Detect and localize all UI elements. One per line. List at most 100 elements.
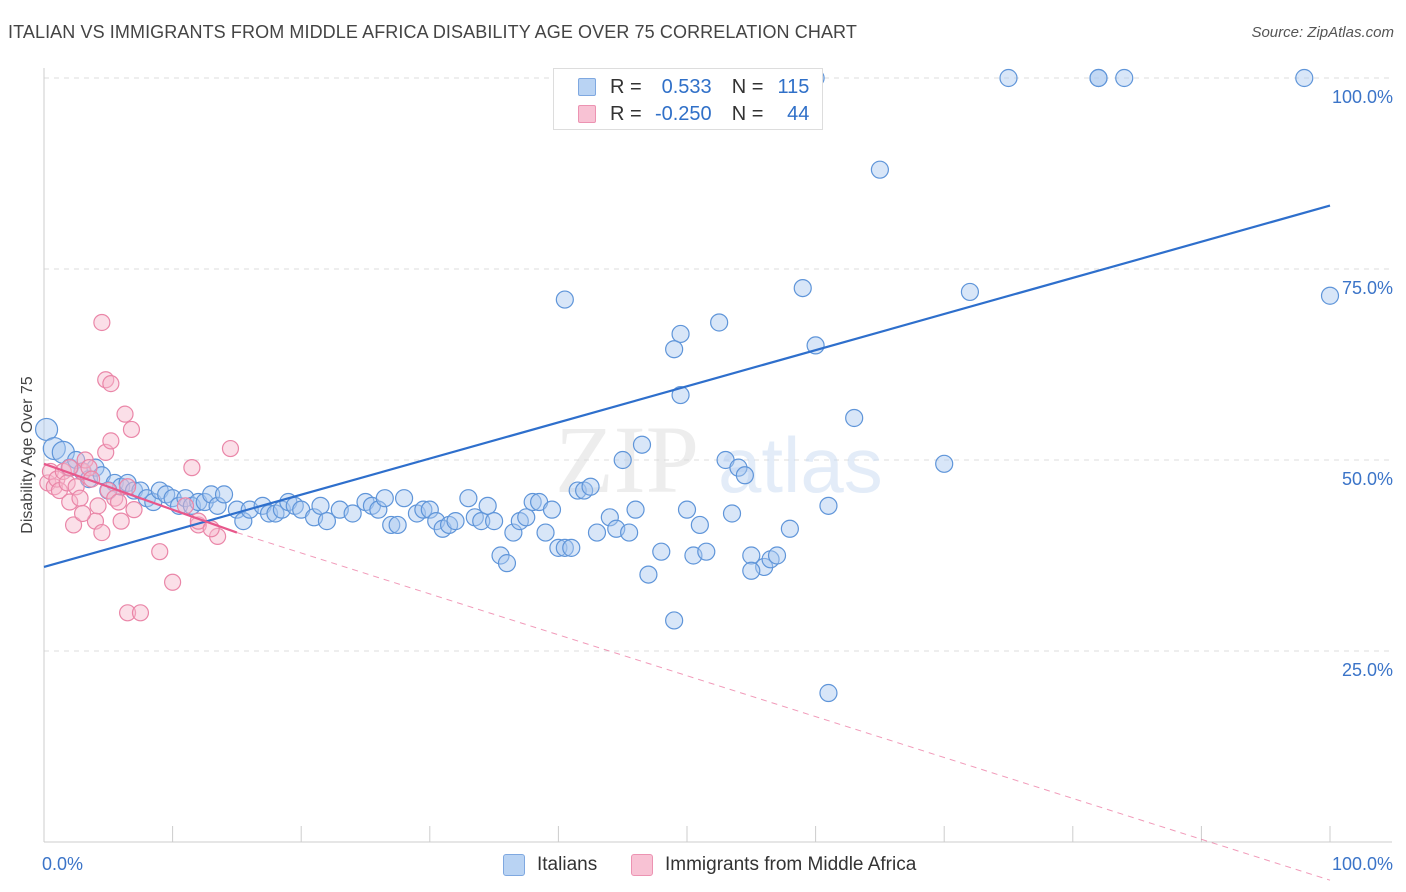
point-italians-109 bbox=[819, 683, 838, 703]
point-italians-91 bbox=[677, 500, 697, 519]
point-immigrants-35 bbox=[183, 459, 201, 477]
point-italians-114 bbox=[999, 68, 1018, 88]
grid-lines bbox=[44, 77, 1392, 652]
point-italians-90 bbox=[671, 385, 690, 405]
point-immigrants-27 bbox=[125, 501, 143, 519]
legend-swatch-italians bbox=[503, 854, 525, 876]
series-immigrants bbox=[39, 313, 240, 622]
point-italians-98 bbox=[729, 458, 748, 477]
point-italians-110 bbox=[845, 408, 864, 428]
point-italians-81 bbox=[620, 523, 639, 542]
legend-swatch-italians bbox=[578, 78, 596, 96]
axes bbox=[43, 68, 1392, 843]
point-italians-94 bbox=[697, 542, 716, 561]
point-italians-42 bbox=[343, 504, 362, 523]
watermark-zip: ZIP bbox=[555, 406, 699, 513]
watermark-atlas: atlas bbox=[718, 421, 883, 509]
legend-swatch-immigrants bbox=[631, 854, 653, 876]
stats-legend: R = 0.533 N = 115 R = -0.250 N = 44 bbox=[553, 68, 823, 130]
series-legend: Italians Immigrants from Middle Africa bbox=[0, 852, 1406, 878]
point-italians-104 bbox=[742, 561, 761, 580]
point-italians-48 bbox=[388, 515, 407, 535]
point-immigrants-22 bbox=[109, 493, 128, 511]
point-italians-108 bbox=[819, 496, 838, 515]
point-immigrants-8 bbox=[64, 516, 83, 534]
legend-n-label: N = bbox=[731, 102, 764, 125]
point-italians-89 bbox=[665, 340, 684, 359]
point-immigrants-26 bbox=[122, 420, 141, 439]
point-immigrants-31 bbox=[118, 604, 137, 622]
point-italians-46 bbox=[375, 489, 394, 508]
point-italians-97 bbox=[722, 504, 742, 523]
point-immigrants-17 bbox=[93, 523, 111, 542]
point-italians-63 bbox=[497, 554, 517, 573]
point-immigrants-42 bbox=[73, 504, 92, 523]
point-italians-61 bbox=[485, 512, 504, 531]
point-immigrants-33 bbox=[151, 543, 169, 561]
point-italians-105 bbox=[780, 519, 799, 538]
point-italians-60 bbox=[478, 496, 497, 515]
y-axis-label: Disability Age Over 75 bbox=[19, 376, 36, 534]
point-italians-87 bbox=[555, 290, 574, 309]
x-tick-label-min: 0.0% bbox=[42, 854, 83, 874]
point-italians-71 bbox=[549, 538, 568, 557]
point-italians-26 bbox=[208, 496, 227, 515]
point-italians-83 bbox=[632, 435, 652, 454]
legend-r-label: R = bbox=[610, 102, 642, 125]
y-tick-label-75: 75.0% bbox=[1342, 278, 1393, 298]
point-italians-113 bbox=[960, 282, 980, 302]
legend-label-italians: Italians bbox=[537, 854, 598, 875]
point-italians-84 bbox=[639, 565, 658, 584]
legend-r-immigrants: -0.250 bbox=[654, 102, 712, 125]
point-italians-73 bbox=[562, 538, 581, 557]
point-italians-85 bbox=[652, 542, 671, 561]
trend-line-immigrants-extension bbox=[236, 532, 1331, 881]
point-immigrants-7 bbox=[61, 493, 79, 511]
point-italians-106 bbox=[793, 279, 812, 298]
point-italians-40 bbox=[317, 512, 337, 531]
trend-lines bbox=[43, 204, 1331, 881]
point-italians-111 bbox=[870, 160, 890, 179]
y-tick-label-50: 50.0% bbox=[1342, 469, 1393, 489]
point-italians-82 bbox=[626, 500, 645, 519]
point-immigrants-32 bbox=[131, 604, 150, 622]
point-italians-95 bbox=[710, 313, 729, 332]
trend-line-italians bbox=[43, 204, 1331, 569]
point-italians-70 bbox=[542, 500, 562, 519]
point-italians-27 bbox=[214, 485, 234, 504]
tick-labels: 25.0% 50.0% 75.0% 100.0% 0.0% 100.0% bbox=[42, 87, 1393, 874]
point-italians-56 bbox=[446, 512, 465, 531]
y-tick-label-25: 25.0% bbox=[1342, 660, 1393, 680]
watermark: ZIP atlas bbox=[555, 406, 883, 513]
point-italians-117 bbox=[1115, 68, 1134, 88]
legend-item-immigrants[interactable]: Immigrants from Middle Africa bbox=[631, 852, 916, 878]
point-italians-69 bbox=[536, 523, 555, 542]
point-italians-57 bbox=[459, 489, 478, 508]
point-italians-29 bbox=[234, 512, 253, 531]
point-immigrants-39 bbox=[221, 439, 240, 458]
point-italians-118 bbox=[1295, 68, 1314, 88]
point-immigrants-10 bbox=[71, 489, 89, 507]
point-italians-59 bbox=[472, 512, 491, 531]
legend-n-italians: 115 bbox=[777, 75, 810, 98]
point-italians-19 bbox=[163, 489, 182, 508]
point-italians-99 bbox=[735, 466, 754, 485]
point-italians-45 bbox=[369, 500, 388, 519]
point-italians-88 bbox=[671, 324, 690, 344]
point-italians-72 bbox=[555, 538, 574, 557]
point-italians-100 bbox=[742, 546, 761, 565]
point-italians-112 bbox=[935, 454, 954, 473]
point-immigrants-20 bbox=[102, 432, 120, 450]
point-italians-80 bbox=[613, 450, 632, 470]
point-italians-47 bbox=[382, 515, 401, 535]
legend-n-label: N = bbox=[731, 75, 764, 98]
legend-item-italians[interactable]: Italians bbox=[503, 852, 597, 878]
point-italians-51 bbox=[414, 500, 433, 519]
x-tick-label-max: 100.0% bbox=[1332, 854, 1393, 874]
point-italians-93 bbox=[690, 515, 709, 535]
point-italians-52 bbox=[420, 500, 439, 519]
point-immigrants-28 bbox=[93, 313, 111, 332]
point-italians-66 bbox=[517, 508, 536, 527]
y-tick-label-100: 100.0% bbox=[1332, 87, 1393, 107]
point-italians-64 bbox=[504, 523, 523, 542]
